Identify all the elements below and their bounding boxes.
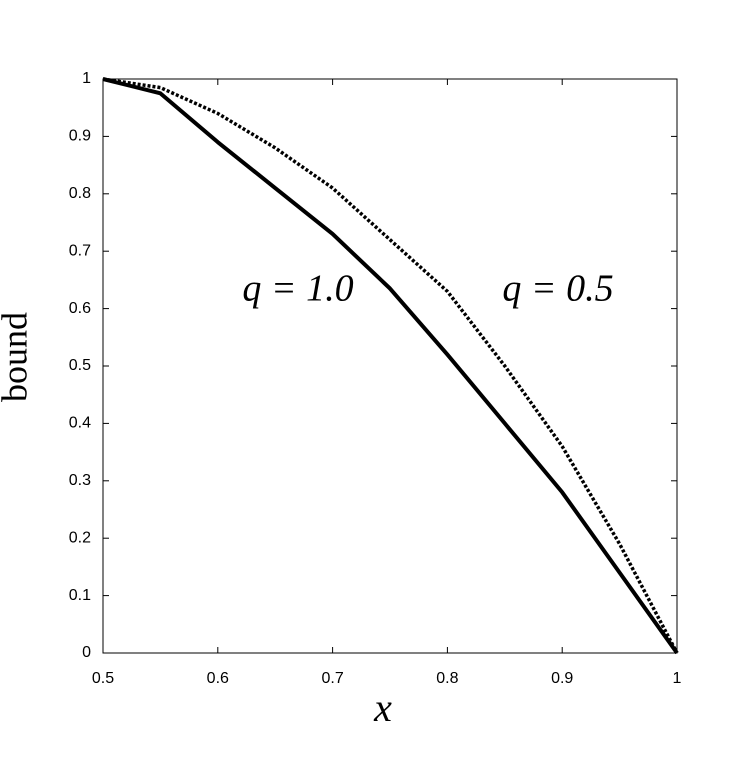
x-tick-label: 0.7 xyxy=(321,670,343,687)
y-axis-label: bound xyxy=(0,312,34,402)
x-tick-label: 0.8 xyxy=(436,670,458,687)
y-tick-label: 0.2 xyxy=(69,529,91,546)
series-line xyxy=(102,77,679,654)
x-tick-label: 1 xyxy=(673,670,682,687)
x-tick-label: 0.9 xyxy=(551,670,573,687)
y-tick-label: 0.8 xyxy=(69,185,91,202)
y-tick-label: 0.3 xyxy=(69,472,91,489)
x-tick-label: 0.6 xyxy=(207,670,229,687)
plot-frame xyxy=(102,78,678,654)
y-tick-label: 0.1 xyxy=(69,587,91,604)
y-tick-label: 0.7 xyxy=(69,242,91,259)
y-tick-label: 1 xyxy=(82,70,91,87)
x-tick-label: 0.5 xyxy=(92,670,114,687)
y-tick-label: 0.9 xyxy=(69,128,91,145)
x-axis-label: x xyxy=(373,685,392,730)
series-label: q = 1.0 xyxy=(242,268,353,310)
y-tick-label: 0.6 xyxy=(69,300,91,317)
y-tick-label: 0.5 xyxy=(69,357,91,374)
series-label: q = 0.5 xyxy=(502,268,613,310)
y-tick-label: 0.4 xyxy=(69,415,91,432)
y-tick-label: 0 xyxy=(82,644,91,661)
series-line xyxy=(102,77,679,655)
